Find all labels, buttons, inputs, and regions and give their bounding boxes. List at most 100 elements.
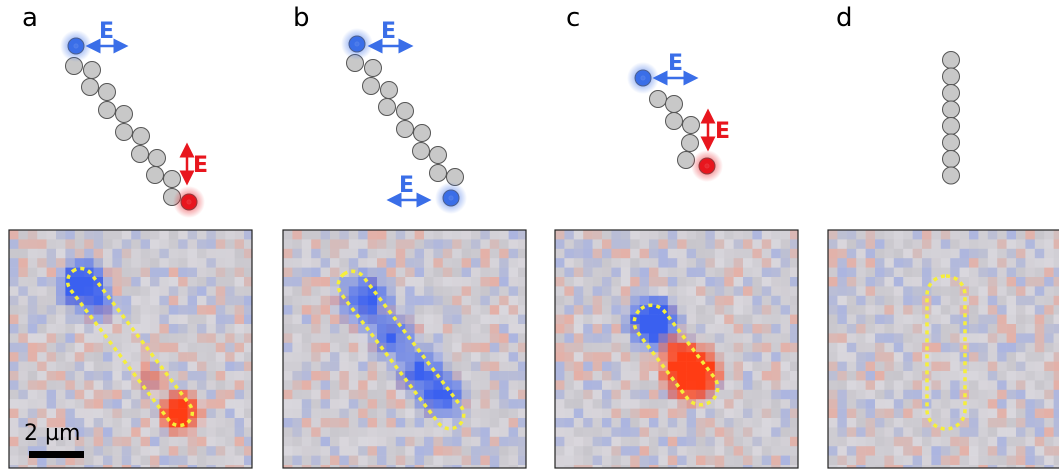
map-pixel xyxy=(518,258,526,268)
map-pixel xyxy=(27,277,38,287)
map-pixel xyxy=(112,333,123,344)
map-pixel xyxy=(602,352,612,362)
map-pixel xyxy=(18,427,29,438)
map-pixel xyxy=(140,248,151,259)
map-pixel xyxy=(620,342,631,353)
map-pixel xyxy=(348,399,359,409)
map-pixel xyxy=(471,389,481,400)
map-pixel xyxy=(348,286,359,297)
map-pixel xyxy=(987,427,998,438)
map-pixel xyxy=(112,361,123,372)
map-pixel xyxy=(780,455,791,466)
map-pixel xyxy=(225,389,235,400)
map-pixel xyxy=(658,342,669,353)
map-pixel xyxy=(846,248,857,259)
map-pixel xyxy=(639,239,650,250)
map-pixel xyxy=(74,286,85,297)
map-pixel xyxy=(159,389,170,400)
map-pixel xyxy=(884,333,895,344)
map-pixel xyxy=(74,436,85,447)
map-pixel xyxy=(330,446,340,456)
map-pixel xyxy=(611,361,622,372)
map-pixel xyxy=(489,230,500,240)
map-pixel xyxy=(752,455,763,466)
map-pixel xyxy=(206,258,217,268)
map-pixel xyxy=(1016,436,1026,447)
map-pixel xyxy=(658,295,669,306)
map-pixel xyxy=(884,418,895,428)
field-indicator-a-blue: E xyxy=(60,19,129,62)
map-pixel xyxy=(875,446,885,456)
map-pixel xyxy=(424,455,434,466)
map-pixel xyxy=(752,258,763,268)
map-pixel xyxy=(978,446,989,456)
map-pixel xyxy=(696,267,706,278)
map-pixel xyxy=(330,389,340,400)
map-pixel xyxy=(93,446,104,456)
map-pixel xyxy=(969,286,979,297)
map-pixel xyxy=(433,352,444,362)
map-pixel xyxy=(564,399,575,409)
map-pixel xyxy=(611,314,622,325)
map-pixel xyxy=(244,248,252,259)
map-pixel xyxy=(159,333,170,344)
map-pixel xyxy=(65,314,76,325)
map-pixel xyxy=(780,248,791,259)
map-pixel xyxy=(244,446,252,456)
map-pixel xyxy=(480,324,491,334)
map-pixel xyxy=(424,286,434,297)
map-pixel xyxy=(564,305,575,315)
map-pixel xyxy=(187,248,198,259)
map-pixel xyxy=(752,267,763,278)
map-pixel xyxy=(1025,239,1036,250)
map-pixel xyxy=(9,436,19,447)
map-pixel xyxy=(555,295,565,306)
map-pixel xyxy=(1044,465,1054,468)
map-pixel xyxy=(244,418,252,428)
map-pixel xyxy=(828,258,838,268)
map-pixel xyxy=(37,305,47,315)
map-pixel xyxy=(922,371,932,381)
map-pixel xyxy=(1034,305,1045,315)
map-pixel xyxy=(93,277,104,287)
map-pixel xyxy=(283,295,293,306)
map-pixel xyxy=(442,248,453,259)
map-pixel xyxy=(225,324,235,334)
map-pixel xyxy=(358,371,368,381)
map-pixel xyxy=(733,427,744,438)
map-pixel xyxy=(667,239,678,250)
map-pixel xyxy=(358,418,368,428)
map-pixel xyxy=(611,408,622,419)
map-pixel xyxy=(283,239,293,250)
map-pixel xyxy=(602,305,612,315)
map-pixel xyxy=(395,380,406,391)
map-pixel xyxy=(18,230,29,240)
map-pixel xyxy=(611,258,622,268)
map-pixel xyxy=(461,371,472,381)
particle xyxy=(115,123,133,141)
map-pixel xyxy=(611,380,622,391)
map-pixel xyxy=(875,389,885,400)
map-pixel xyxy=(639,342,650,353)
map-pixel xyxy=(433,389,444,400)
map-pixel xyxy=(480,361,491,372)
map-pixel xyxy=(705,230,716,240)
map-pixel xyxy=(997,371,1007,381)
map-pixel xyxy=(377,455,387,466)
map-pixel xyxy=(611,342,622,353)
map-pixel xyxy=(790,324,798,334)
map-pixel xyxy=(27,380,38,391)
map-pixel xyxy=(1016,427,1026,438)
map-pixel xyxy=(197,324,207,334)
map-pixel xyxy=(696,380,706,391)
map-pixel xyxy=(912,399,923,409)
map-pixel xyxy=(639,230,650,240)
map-pixel xyxy=(37,324,47,334)
map-pixel xyxy=(677,352,687,362)
map-pixel xyxy=(330,371,340,381)
map-pixel xyxy=(667,465,678,468)
map-pixel xyxy=(178,342,188,353)
map-pixel xyxy=(649,418,659,428)
map-pixel xyxy=(471,230,481,240)
map-pixel xyxy=(499,352,509,362)
